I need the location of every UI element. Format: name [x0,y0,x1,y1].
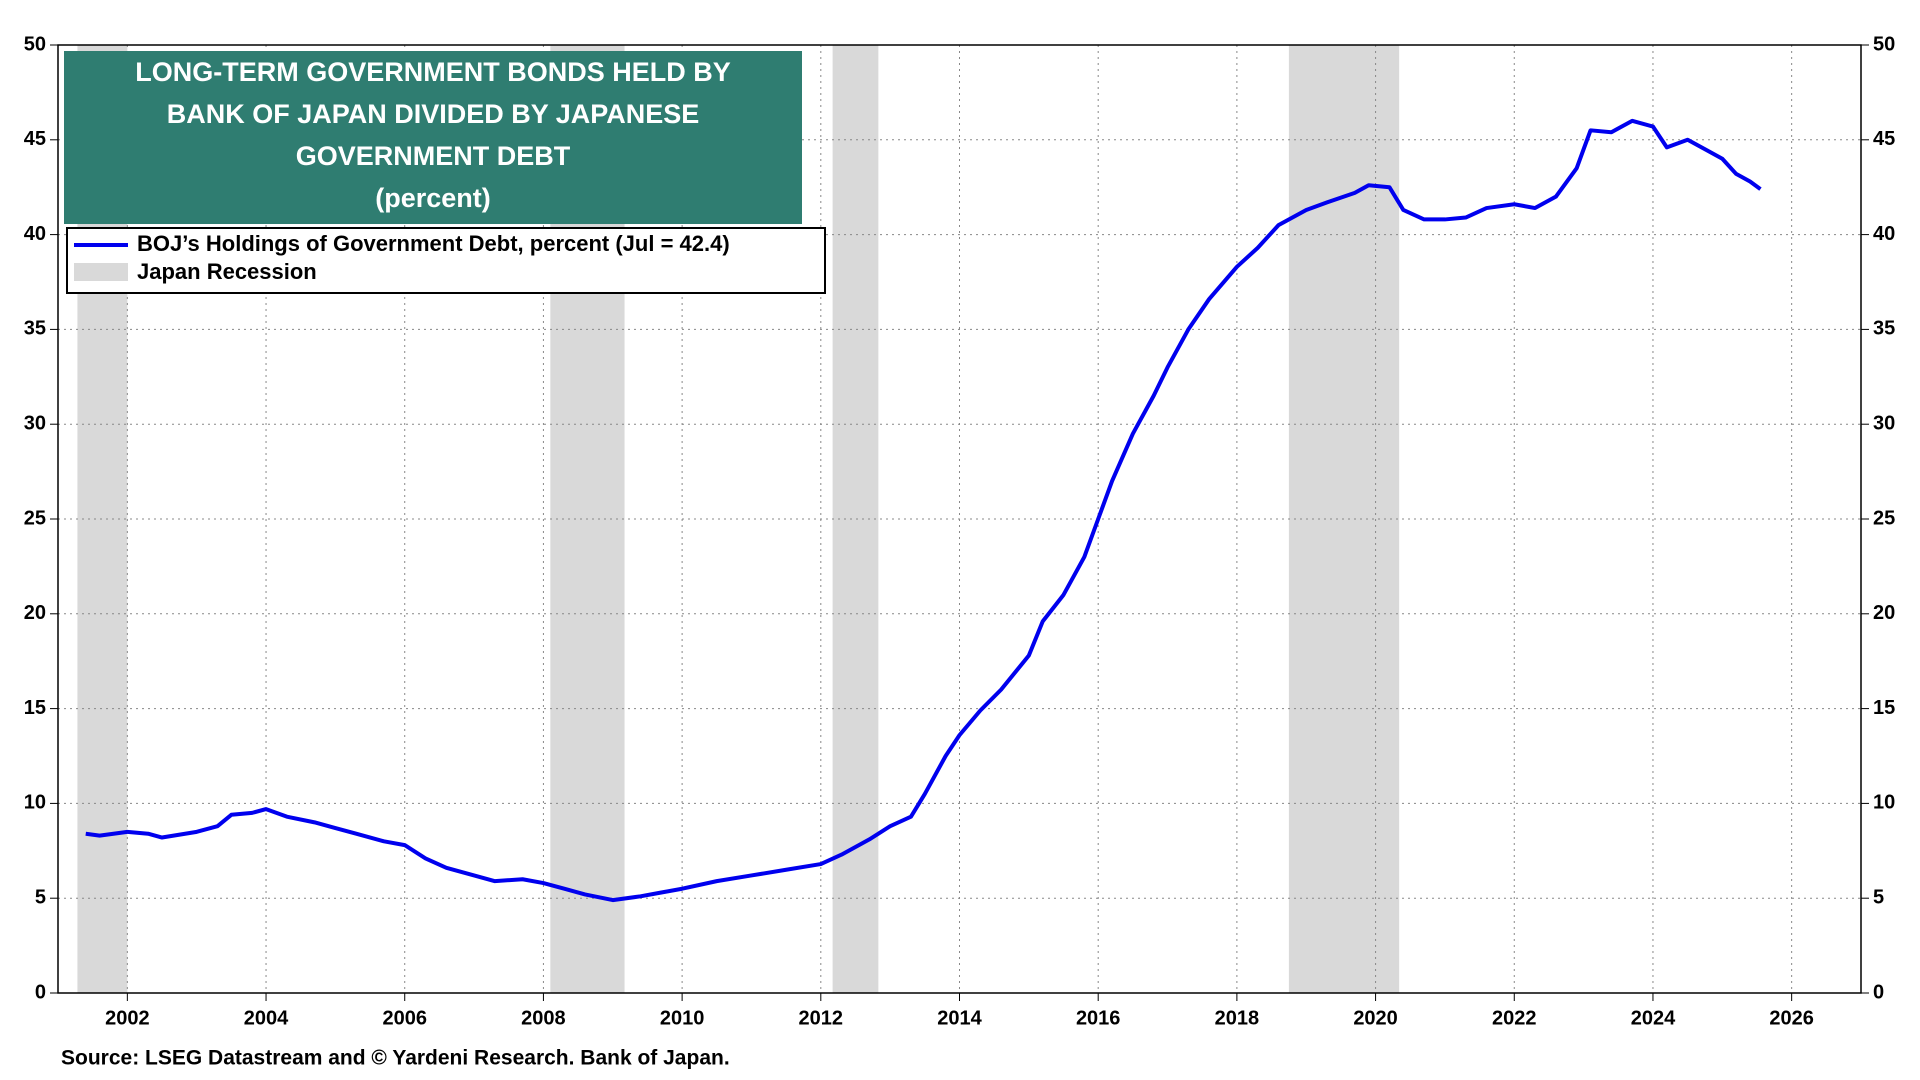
plot-frame [57,44,1862,994]
y2-tick-label: 0 [1873,981,1884,1003]
y2-tick-label: 10 [1873,792,1895,814]
x-tick-label: 2020 [1353,1007,1398,1029]
chart-title: BANK OF JAPAN DIVIDED BY JAPANESE [167,99,700,129]
series-line [85,118,1762,903]
y-tick-label: 45 [24,128,46,150]
x-tick-label: 2008 [521,1007,566,1029]
y2-tick-label: 40 [1873,223,1895,245]
legend-label: BOJ’s Holdings of Government Debt, perce… [137,231,730,256]
x-tick-label: 2026 [1769,1007,1814,1029]
recession-band [832,45,879,993]
x-tick-label: 2022 [1492,1007,1537,1029]
title-box [64,51,802,224]
x-tick-label: 2024 [1631,1007,1676,1029]
chart-title: LONG-TERM GOVERNMENT BONDS HELD BY [135,57,731,87]
y2-tick-label: 25 [1873,507,1895,529]
y-tick-label: 30 [24,412,46,434]
source: Source: LSEG Datastream and © Yardeni Re… [61,1047,730,1070]
y2-tick-label: 20 [1873,602,1895,624]
x-tick-label: 2018 [1215,1007,1260,1029]
x-tick-label: 2006 [382,1007,427,1029]
chart-title: (percent) [375,183,491,213]
y-tick-label: 25 [24,507,46,529]
chart-title: GOVERNMENT DEBT [296,141,571,171]
y2-tick-label: 35 [1873,318,1895,340]
y-tick-label: 15 [24,697,46,719]
y-tick-label: 0 [35,981,46,1003]
y-tick-label: 10 [24,792,46,814]
legend-box [66,227,826,294]
x-tick-label: 2016 [1076,1007,1121,1029]
y2-tick-label: 15 [1873,697,1895,719]
y-tick-label: 20 [24,602,46,624]
y-tick-label: 35 [24,318,46,340]
y2-tick-label: 45 [1873,128,1895,150]
x-tick-label: 2012 [799,1007,844,1029]
x-tick-label: 2002 [105,1007,150,1029]
x-tick-label: 2014 [937,1007,982,1029]
y2-tick-label: 30 [1873,412,1895,434]
x-tick-label: 2004 [244,1007,289,1029]
y2-tick-label: 50 [1873,33,1895,55]
y-tick-label: 5 [35,886,46,908]
legend-swatch [74,263,128,281]
x-tick-label: 2010 [660,1007,705,1029]
y-tick-label: 50 [24,33,46,55]
y-tick-label: 40 [24,223,46,245]
y2-tick-label: 5 [1873,886,1884,908]
legend-label: Japan Recession [137,259,317,284]
